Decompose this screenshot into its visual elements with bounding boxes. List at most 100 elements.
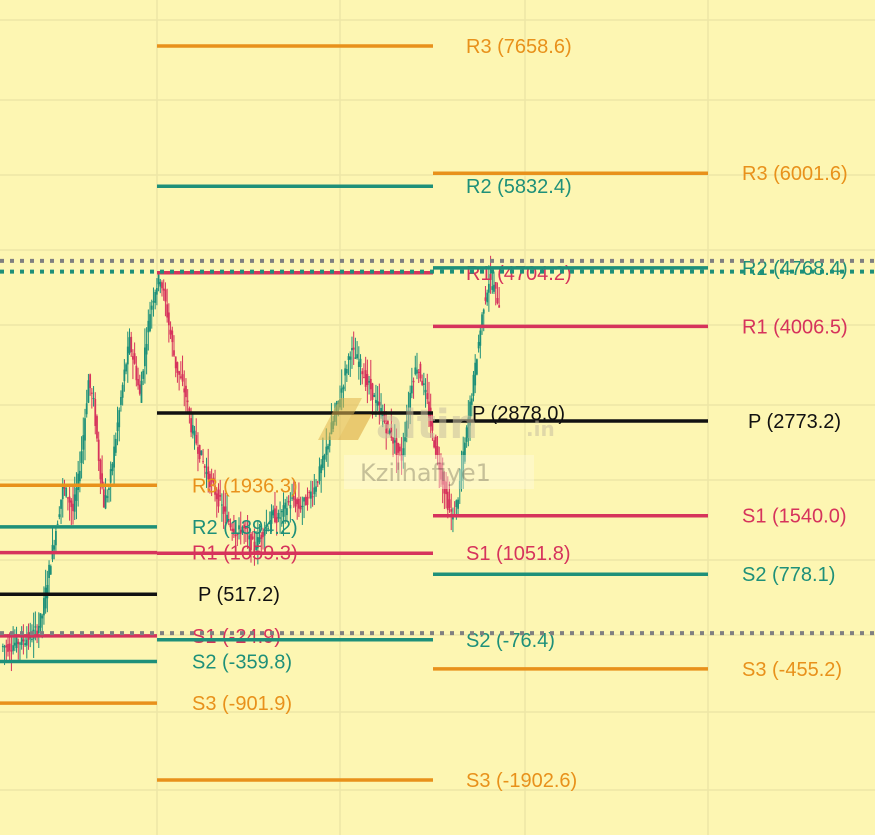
candle-body <box>460 469 463 481</box>
candle-body <box>244 527 247 529</box>
candle-body <box>135 365 138 381</box>
candle-body <box>286 508 288 516</box>
candle-body <box>349 356 352 360</box>
period-3-r2-label: R2 (4768.4) <box>742 258 848 280</box>
period-3-s2-label: S2 (778.1) <box>742 564 835 586</box>
candle-body <box>236 533 239 535</box>
watermark-logo-icon <box>318 398 372 440</box>
candle-body <box>309 491 312 499</box>
candle-body <box>380 407 382 415</box>
candle-body <box>275 517 278 523</box>
candle-body <box>482 309 485 314</box>
candle-body <box>60 499 62 509</box>
candle-body <box>280 511 283 513</box>
candle-body <box>126 346 129 365</box>
candle-body <box>392 437 394 444</box>
candle-body <box>106 496 109 498</box>
candle-body <box>97 439 100 461</box>
candle-body <box>450 509 453 512</box>
period-3-r1-label: R1 (4006.5) <box>742 316 848 338</box>
candle-body <box>61 484 64 499</box>
candle-body <box>303 497 305 502</box>
candle-body <box>13 642 16 646</box>
candle-body <box>270 511 273 524</box>
candle-body <box>68 496 71 503</box>
candle-body <box>306 496 309 505</box>
candle-body <box>345 368 348 374</box>
candle-body <box>36 630 38 636</box>
candle-body <box>320 464 323 474</box>
candle-body <box>470 398 473 405</box>
candle-body <box>41 615 44 619</box>
period-3-r3-label: R3 (6001.6) <box>742 163 848 185</box>
watermark-caption-box <box>344 455 534 489</box>
candle-body <box>241 526 244 533</box>
candle-body <box>431 421 434 431</box>
candle-body <box>39 613 42 628</box>
period-2-s1-label: S1 (1051.8) <box>466 543 571 565</box>
candle-body <box>209 473 211 488</box>
candle-body <box>481 314 483 328</box>
candle-body <box>251 536 254 539</box>
candle-body <box>176 362 179 373</box>
candle-body <box>445 481 447 495</box>
candle-body <box>375 399 377 404</box>
candle-body <box>443 480 446 494</box>
candle-body <box>472 374 475 396</box>
candle-body <box>142 370 145 379</box>
candle-body <box>315 486 317 492</box>
candle-body <box>369 378 372 390</box>
candle-body <box>203 465 206 468</box>
candle-body <box>44 587 47 609</box>
candle-body <box>92 398 95 400</box>
candle-body <box>429 407 432 427</box>
candle-body <box>210 480 213 482</box>
candle-body <box>226 514 228 522</box>
candle-body <box>5 645 8 648</box>
candle-body <box>313 487 316 495</box>
candle-body <box>405 420 408 437</box>
candle-body <box>17 641 20 645</box>
candle-body <box>438 462 441 470</box>
candle-body <box>304 496 307 506</box>
candle-body <box>417 371 420 373</box>
candle-body <box>217 489 220 507</box>
candle-body <box>464 442 466 462</box>
candle-body <box>48 564 50 578</box>
candle-body <box>383 411 386 423</box>
candle-body <box>179 376 182 378</box>
candle-body <box>479 330 482 346</box>
candle-body <box>292 495 295 500</box>
candle-body <box>243 524 246 529</box>
candle-body <box>467 417 470 438</box>
candle-body <box>344 368 347 376</box>
candle-body <box>96 416 98 439</box>
candle-body <box>489 274 492 280</box>
watermark-suffix: .in <box>526 417 555 441</box>
candle-body <box>12 645 15 651</box>
candle-body <box>46 584 49 599</box>
candle-body <box>111 463 114 472</box>
candle-body <box>282 505 285 517</box>
candle-body <box>89 374 92 389</box>
candle-body <box>250 533 252 550</box>
candle-body <box>491 286 494 290</box>
pivot-levels: R3 (1936.3)R2 (1394.2)R1 (1059.3)P (517.… <box>0 36 848 792</box>
candle-body <box>371 383 374 400</box>
candle-body <box>137 379 139 386</box>
candle-body <box>224 506 227 512</box>
candle-body <box>363 377 365 379</box>
candle-body <box>291 497 293 499</box>
candle-body <box>404 437 406 442</box>
candle-body <box>207 466 210 480</box>
candle-body <box>311 496 314 498</box>
candle-body <box>154 292 157 303</box>
candle-body <box>58 514 61 518</box>
candle-body <box>426 393 429 400</box>
candle-body <box>231 528 234 532</box>
candle-body <box>221 504 223 506</box>
period-2-s3-label: S3 (-1902.6) <box>466 770 577 792</box>
candle-body <box>128 337 131 354</box>
candle-body <box>87 380 90 403</box>
